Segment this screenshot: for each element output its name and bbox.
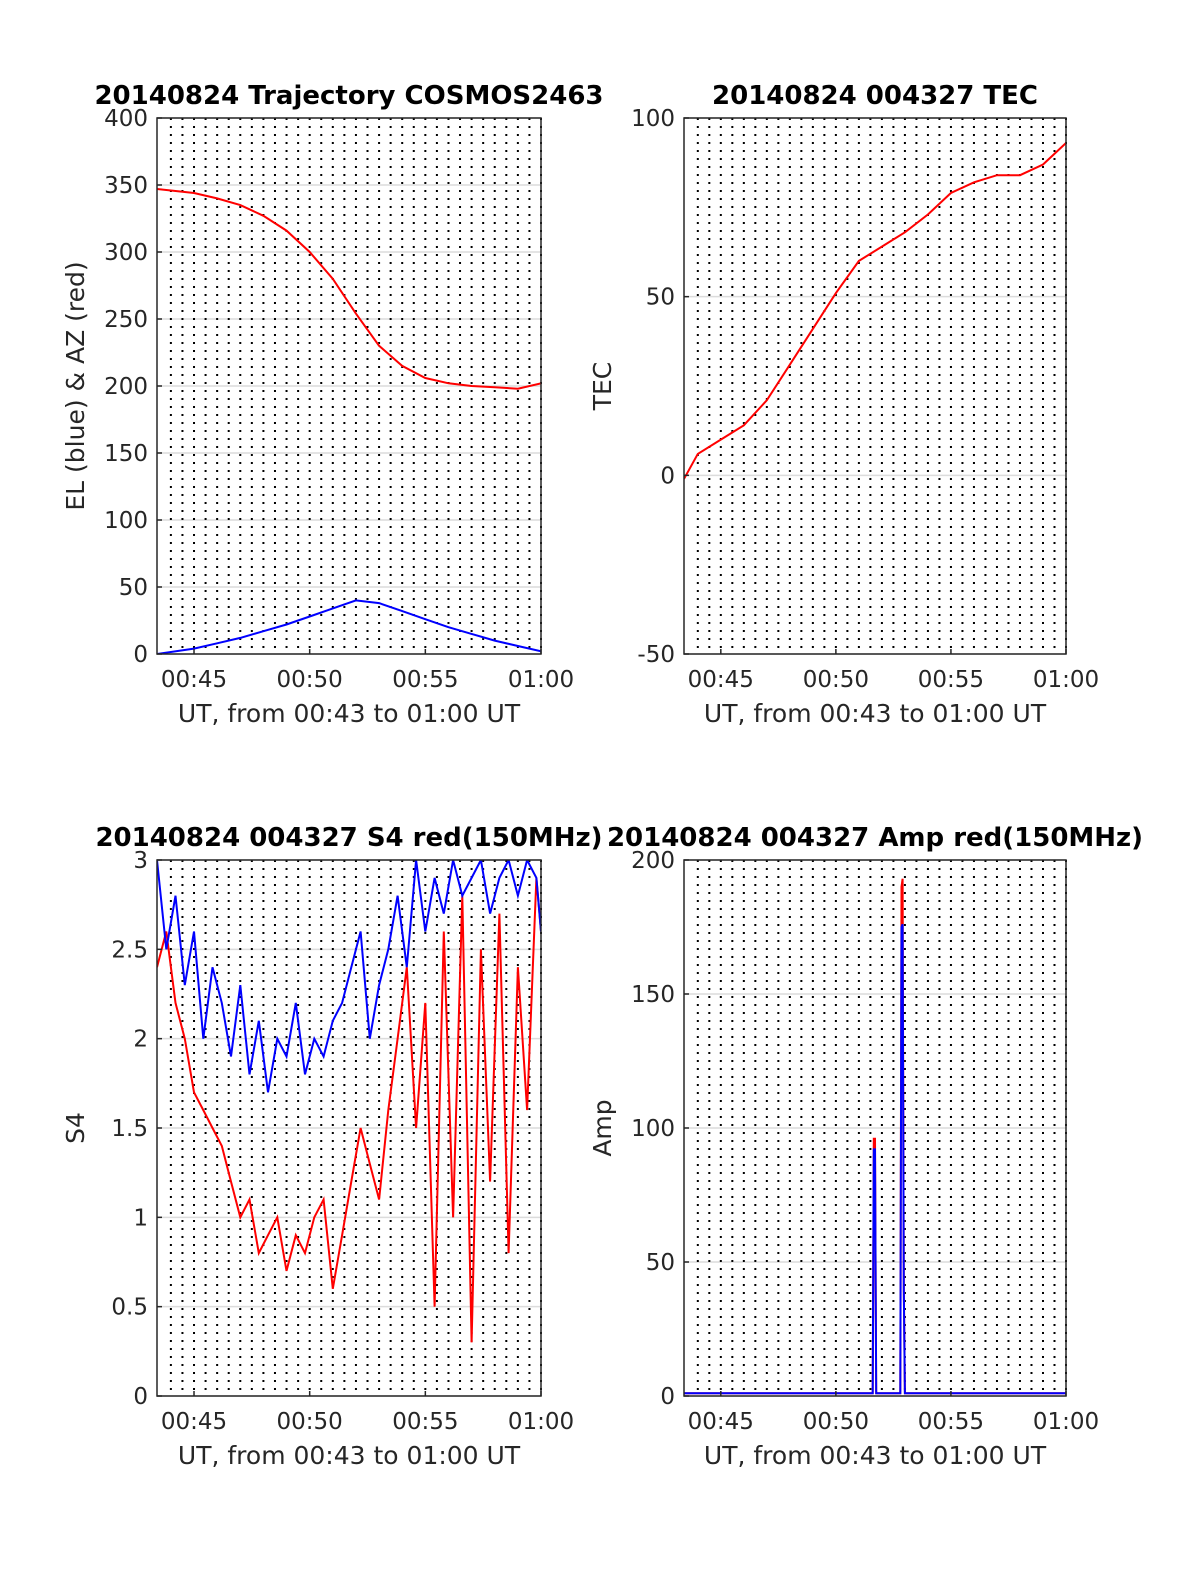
y-tick-label: 0	[660, 1384, 675, 1410]
x-tick-label: 00:50	[277, 667, 343, 693]
y-tick-label: 100	[104, 508, 148, 534]
y-tick-label: 1.5	[111, 1116, 148, 1142]
y-tick-label: 0.5	[111, 1295, 148, 1321]
x-tick-label: 00:45	[161, 667, 227, 693]
y-tick-label: 300	[104, 240, 148, 266]
x-axis-label: UT, from 00:43 to 01:00 UT	[178, 1441, 521, 1470]
y-tick-label: 1	[133, 1205, 148, 1231]
y-tick-label: 100	[631, 106, 675, 132]
chart-title: 20140824 Trajectory COSMOS2463	[94, 81, 603, 111]
y-tick-label: 150	[631, 982, 675, 1008]
y-axis-label: TEC	[588, 362, 617, 412]
x-axis-label: UT, from 00:43 to 01:00 UT	[704, 699, 1047, 728]
series-line-2	[157, 599, 541, 654]
y-tick-label: 200	[631, 848, 675, 874]
y-tick-label: 50	[646, 285, 675, 311]
x-tick-label: 01:00	[508, 667, 574, 693]
x-tick-label: 01:00	[508, 1409, 574, 1435]
x-tick-label: 00:55	[918, 1409, 984, 1435]
axes-frame	[683, 117, 1067, 655]
y-tick-label: 200	[104, 374, 148, 400]
series-line-1	[157, 188, 541, 390]
y-tick-label: 0	[133, 642, 148, 668]
chart-panel-1: 0 50 100 150 200 250 300 350 400 00:45 00:50 00:55 0…	[61, 81, 604, 728]
y-tick-label: 100	[631, 1116, 675, 1142]
y-axis-label: EL (blue) & AZ (red)	[61, 261, 90, 510]
x-tick-label: 00:45	[161, 1409, 227, 1435]
y-axis-label: Amp	[588, 1099, 617, 1156]
chart-title: 20140824 004327 TEC	[712, 81, 1038, 111]
x-tick-label: 01:00	[1033, 667, 1099, 693]
x-tick-label: 00:55	[392, 1409, 458, 1435]
x-tick-label: 00:50	[803, 1409, 869, 1435]
y-tick-label: 2	[133, 1027, 148, 1053]
x-tick-label: 00:50	[277, 1409, 343, 1435]
series-line-2	[157, 860, 541, 1093]
x-tick-label: 00:45	[688, 1409, 754, 1435]
series-line-1	[684, 142, 1066, 480]
series-line-1	[157, 877, 541, 1343]
chart-panel-4: 0 50 100 150 200 00:45 00:50 00:55 01:00 20140824…	[588, 823, 1143, 1470]
chart-title: 20140824 004327 Amp red(150MHz)	[607, 823, 1143, 853]
x-tick-label: 01:00	[1033, 1409, 1099, 1435]
y-axis-label: S4	[61, 1112, 90, 1144]
y-tick-label: 3	[133, 848, 148, 874]
x-tick-label: 00:45	[688, 667, 754, 693]
chart-title: 20140824 004327 S4 red(150MHz)	[95, 823, 602, 853]
chart-panel-2: -50 0 50 100 00:45 00:50 00:55 01:00 20140824 00…	[588, 81, 1099, 728]
series-line-2	[684, 923, 1066, 1395]
x-axis-label: UT, from 00:43 to 01:00 UT	[704, 1441, 1047, 1470]
y-tick-label: 0	[660, 463, 675, 489]
y-tick-label: 0	[133, 1384, 148, 1410]
y-tick-label: 50	[646, 1250, 675, 1276]
y-tick-label: 2.5	[111, 937, 148, 963]
x-axis-label: UT, from 00:43 to 01:00 UT	[178, 699, 521, 728]
x-tick-label: 00:55	[918, 667, 984, 693]
y-tick-label: 150	[104, 441, 148, 467]
x-tick-label: 00:55	[392, 667, 458, 693]
x-tick-label: 00:50	[803, 667, 869, 693]
y-tick-label: 250	[104, 307, 148, 333]
y-tick-label: 350	[104, 173, 148, 199]
y-tick-label: 50	[119, 575, 148, 601]
y-tick-label: 400	[104, 106, 148, 132]
y-tick-label: -50	[637, 642, 675, 668]
chart-panel-3: 0 0.5 1 1.5 2 2.5 3 00:45 00:50 00:55 01:00 2014082…	[61, 823, 603, 1470]
